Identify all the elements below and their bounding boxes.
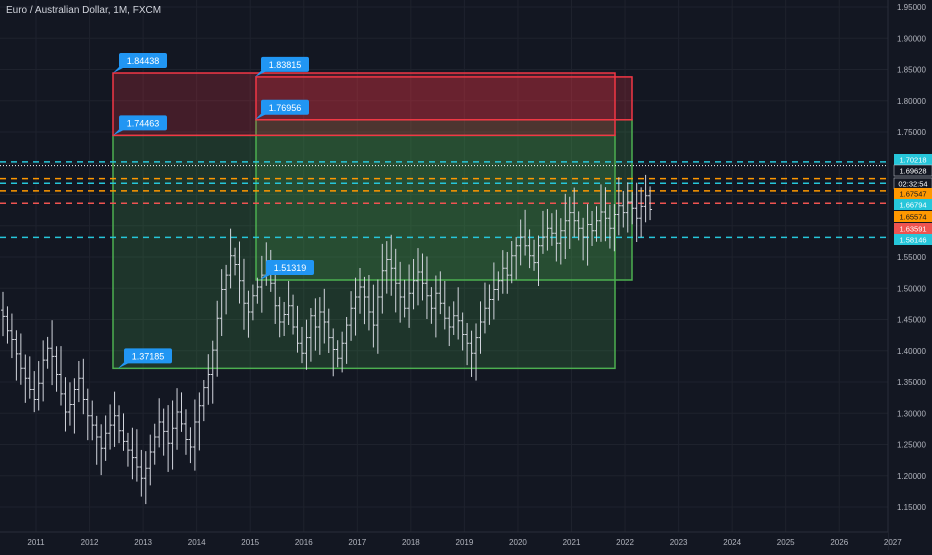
- target-zone[interactable]: [112, 72, 616, 137]
- price-callout-label: 1.83815: [269, 60, 302, 70]
- year-tick-label: 2021: [563, 538, 581, 547]
- price-tick-label: 1.95000: [897, 3, 926, 12]
- price-tick-label: 1.20000: [897, 472, 926, 481]
- price-axis[interactable]: [888, 0, 932, 550]
- price-callout[interactable]: [261, 56, 309, 72]
- price-tick-label: 1.80000: [897, 97, 926, 106]
- price-tick-label: 1.55000: [897, 253, 926, 262]
- callout-pointer: [255, 113, 267, 120]
- year-tick-label: 2016: [295, 538, 313, 547]
- price-tick-label: 1.50000: [897, 284, 926, 293]
- price-tick-label: 1.40000: [897, 347, 926, 356]
- year-tick-label: 2018: [402, 538, 420, 547]
- year-tick-label: 2026: [830, 538, 848, 547]
- price-callout-label: 1.37185: [132, 351, 165, 361]
- price-tick-label: 1.15000: [897, 503, 926, 512]
- price-level-badge: [894, 234, 932, 245]
- price-level-badge: [894, 154, 932, 165]
- year-tick-label: 2023: [670, 538, 688, 547]
- year-tick-label: 2013: [134, 538, 152, 547]
- year-tick-label: 2012: [81, 538, 99, 547]
- price-tick-label: 1.75000: [897, 128, 926, 137]
- price-level-badge-label: 1.67547: [899, 190, 926, 199]
- price-callout[interactable]: [124, 348, 172, 364]
- price-callout[interactable]: [261, 99, 309, 115]
- price-callout-label: 1.74463: [127, 118, 160, 128]
- price-level-badge-label: 1.70218: [899, 156, 926, 165]
- price-level-badge-label: 1.65574: [899, 213, 926, 222]
- price-tick-label: 1.85000: [897, 66, 926, 75]
- callout-pointer: [255, 70, 267, 77]
- chart-title: Euro / Australian Dollar, 1M, FXCM: [6, 5, 162, 16]
- price-callout-label: 1.84438: [127, 56, 160, 66]
- price-tick-label: 1.30000: [897, 409, 926, 418]
- callout-pointer: [113, 67, 125, 74]
- target-zone[interactable]: [255, 76, 633, 121]
- year-tick-label: 2027: [884, 538, 902, 547]
- price-level-badge-label: 1.69628: [899, 167, 926, 176]
- year-tick-label: 2024: [723, 538, 741, 547]
- price-callout-label: 1.76956: [269, 103, 302, 113]
- time-axis[interactable]: [0, 532, 888, 550]
- year-tick-label: 2014: [188, 538, 206, 547]
- price-callout[interactable]: [119, 115, 167, 131]
- price-level-badge-label: 1.58146: [899, 236, 926, 245]
- callout-pointer: [113, 129, 125, 136]
- price-callout[interactable]: [119, 53, 167, 69]
- range-zone[interactable]: [255, 119, 633, 281]
- year-tick-label: 2015: [241, 538, 259, 547]
- price-level-badge: [894, 223, 932, 234]
- year-tick-label: 2019: [456, 538, 474, 547]
- price-callout[interactable]: [266, 260, 314, 276]
- price-level-badge-label: 1.63591: [899, 225, 926, 234]
- price-tick-label: 1.45000: [897, 316, 926, 325]
- year-tick-label: 2017: [348, 538, 366, 547]
- price-callout-label: 1.51319: [274, 263, 307, 273]
- year-tick-label: 2022: [616, 538, 634, 547]
- price-level-badge: [894, 211, 932, 222]
- price-level-badge-label: 1.66794: [899, 201, 926, 210]
- price-level-badge: [894, 199, 932, 210]
- price-tick-label: 1.90000: [897, 34, 926, 43]
- price-level-badge: [893, 164, 932, 177]
- callout-pointer: [260, 274, 272, 281]
- price-tick-label: 1.25000: [897, 441, 926, 450]
- countdown-timer: 02:32:54: [898, 180, 927, 189]
- price-level-badge: [894, 188, 932, 199]
- price-tick-label: 1.35000: [897, 378, 926, 387]
- year-tick-label: 2020: [509, 538, 527, 547]
- year-tick-label: 2011: [27, 538, 45, 547]
- year-tick-label: 2025: [777, 538, 795, 547]
- callout-pointer: [118, 362, 130, 369]
